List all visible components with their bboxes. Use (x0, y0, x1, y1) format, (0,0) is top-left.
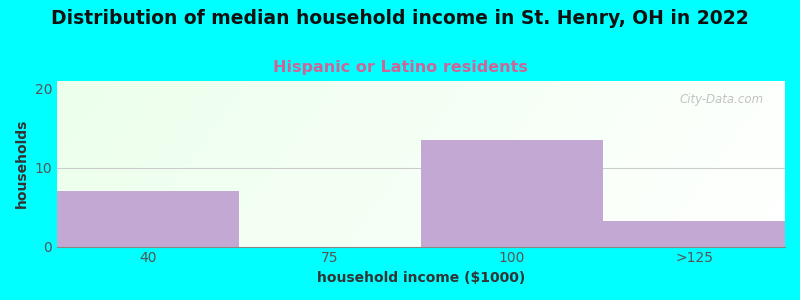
Text: City-Data.com: City-Data.com (679, 93, 763, 106)
Bar (421, 140, 603, 247)
Text: Hispanic or Latino residents: Hispanic or Latino residents (273, 60, 527, 75)
Text: Distribution of median household income in St. Henry, OH in 2022: Distribution of median household income … (51, 9, 749, 28)
Bar (57, 191, 239, 247)
Y-axis label: households: households (15, 119, 29, 208)
X-axis label: household income ($1000): household income ($1000) (317, 271, 525, 285)
Bar (603, 221, 785, 247)
